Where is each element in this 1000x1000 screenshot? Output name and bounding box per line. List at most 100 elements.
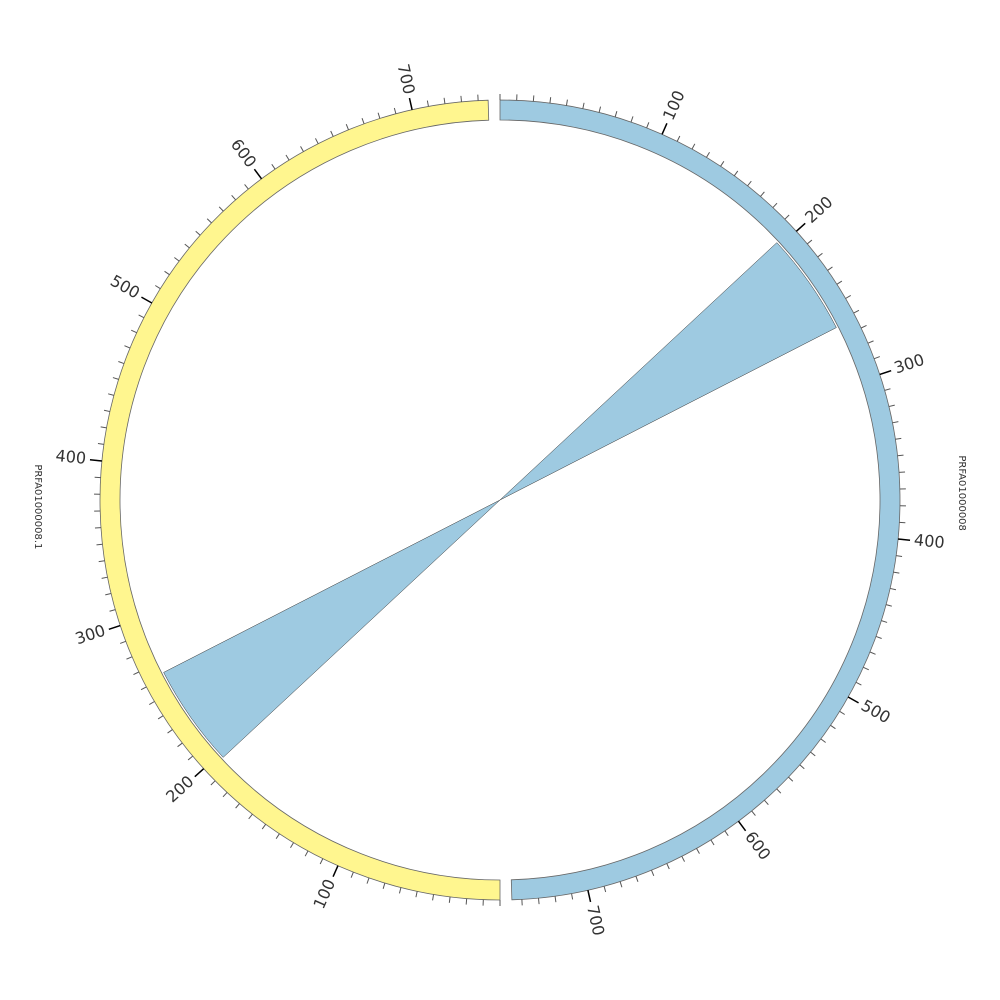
minor-tick [131,329,137,334]
minor-tick [218,206,224,212]
minor-tick [138,314,145,319]
minor-tick [244,184,249,190]
minor-tick [109,609,116,612]
major-tick [737,820,747,832]
major-tick [332,865,339,877]
minor-tick [635,876,639,883]
major-tick [108,624,121,631]
minor-tick [126,656,133,660]
minor-tick [681,856,685,862]
minor-tick [393,107,397,114]
minor-tick [720,161,725,167]
tick-label: 500 [858,696,894,728]
segment-label: PRFA01000008.1 [32,464,43,549]
minor-tick [98,560,105,563]
minor-tick [443,97,446,104]
tick-label: 100 [309,876,339,912]
minor-tick [651,870,655,876]
minor-tick [565,99,568,106]
major-tick [661,123,668,135]
segment-ring [99,99,501,901]
tick-label: 500 [107,271,143,303]
minor-tick [271,163,276,170]
major-tick [253,168,263,180]
minor-tick [764,799,769,805]
minor-tick [222,792,228,798]
link-ribbon [163,242,837,758]
minor-tick [300,146,304,152]
minor-tick [691,143,696,150]
minor-tick [827,266,833,271]
minor-tick [103,409,111,413]
minor-tick [830,724,836,730]
minor-tick [184,243,190,249]
major-tick [879,369,892,376]
minor-tick [696,848,700,854]
minor-tick [415,891,418,898]
minor-tick [140,686,147,691]
minor-tick [710,839,715,846]
minor-tick [817,252,823,258]
minor-tick [820,738,826,743]
minor-tick [893,571,900,574]
minor-tick [231,195,236,201]
minor-tick [884,388,891,391]
tick-label: 600 [227,135,260,171]
minor-tick [350,871,354,878]
minor-tick [174,257,180,262]
minor-tick [875,635,882,639]
tick-label: 400 [55,446,87,468]
minor-tick [598,106,602,113]
minor-tick [549,97,552,104]
minor-tick [108,393,115,396]
tick-label: 400 [913,530,945,552]
tick-label: 300 [892,350,927,378]
minor-tick [881,620,888,623]
major-tick [89,459,102,462]
minor-tick [788,776,794,782]
minor-tick [751,810,756,816]
minor-tick [304,850,309,857]
minor-tick [619,881,623,888]
minor-tick [118,361,125,365]
minor-tick [187,755,194,761]
minor-tick [724,830,729,837]
minor-tick [432,894,435,901]
minor-tick [895,437,902,440]
major-tick [587,890,592,903]
minor-tick [799,764,805,770]
minor-tick [133,671,140,676]
minor-tick [167,729,173,734]
minor-tick [630,116,634,123]
minor-tick [889,587,897,591]
minor-tick [603,886,607,893]
tick-label: 700 [583,904,608,938]
minor-tick [869,651,876,655]
minor-tick [290,842,294,849]
minor-tick [867,340,874,344]
minor-tick [195,230,201,236]
minor-tick [97,443,104,445]
minor-tick [285,154,290,161]
minor-tick [706,151,710,158]
minor-tick [235,803,240,809]
minor-tick [836,280,843,285]
major-tick [141,296,153,304]
segment-ring [499,99,901,901]
minor-tick [845,295,851,299]
minor-tick [806,239,813,245]
minor-tick [361,117,365,124]
minor-tick [366,877,370,884]
minor-tick [330,130,334,137]
minor-tick [810,751,816,757]
minor-tick [839,710,845,715]
minor-tick [582,102,585,109]
minor-tick [860,324,867,329]
minor-tick [666,863,670,870]
minor-tick [676,135,681,142]
minor-tick [319,858,324,865]
minor-tick [164,270,170,276]
minor-tick [863,666,869,671]
